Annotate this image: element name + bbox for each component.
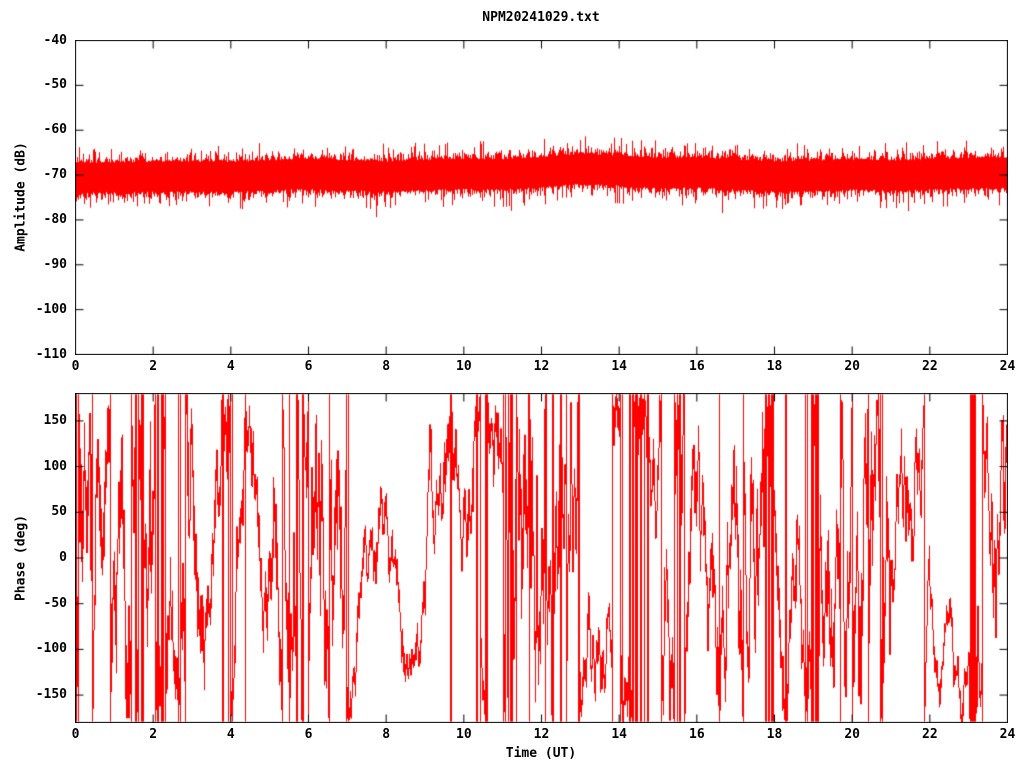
amplitude-plot-canvas <box>75 40 1008 355</box>
phase-x-tick-label: 10 <box>456 727 472 742</box>
amplitude-x-tick-label: 0 <box>71 359 80 374</box>
phase-x-tick-label: 12 <box>533 727 550 742</box>
amplitude-x-tick-label: 2 <box>149 359 158 374</box>
phase-y-tick-label: -50 <box>43 595 67 611</box>
amplitude-y-axis-label: Amplitude (dB) <box>13 142 29 252</box>
phase-x-tick-label: 2 <box>149 727 158 742</box>
phase-x-tick-label: 0 <box>71 727 80 742</box>
amplitude-x-tick-label: 8 <box>382 359 391 374</box>
chart-title: NPM20241029.txt <box>482 10 600 25</box>
amplitude-x-tick-label: 24 <box>999 359 1016 374</box>
phase-y-tick-label: 50 <box>51 504 67 520</box>
time-axis-label: Time (UT) <box>505 746 577 761</box>
amplitude-y-tick-label: -90 <box>43 256 67 272</box>
amplitude-y-tick-label: -60 <box>43 122 67 138</box>
phase-y-tick-label: 100 <box>43 458 67 474</box>
phase-x-tick-label: 4 <box>226 727 235 742</box>
amplitude-x-tick-label: 4 <box>226 359 235 374</box>
amplitude-x-tick-label: 22 <box>922 359 938 374</box>
phase-y-tick-label: -150 <box>35 687 67 703</box>
amplitude-y-tick-label: -40 <box>43 32 67 48</box>
phase-x-tick-label: 22 <box>922 727 938 742</box>
phase-x-tick-label: 8 <box>382 727 391 742</box>
phase-x-tick-label: 16 <box>689 727 705 742</box>
amplitude-y-tick-label: -70 <box>43 167 67 183</box>
phase-x-tick-label: 24 <box>999 727 1016 742</box>
phase-x-tick-label: 18 <box>766 727 783 742</box>
phase-y-tick-label: 150 <box>43 412 67 428</box>
phase-y-tick-label: -100 <box>35 641 67 657</box>
amplitude-y-tick-label: -110 <box>35 346 67 362</box>
phase-plot-canvas <box>75 393 1008 723</box>
phase-y-tick-label: 0 <box>59 550 67 565</box>
phase-x-tick-label: 20 <box>844 727 860 742</box>
amplitude-x-tick-label: 18 <box>766 359 783 374</box>
phase-x-tick-label: 14 <box>611 727 627 742</box>
phase-x-tick-label: 6 <box>304 727 313 742</box>
amplitude-x-tick-label: 10 <box>456 359 472 374</box>
amplitude-y-tick-label: -50 <box>43 77 67 93</box>
amplitude-x-tick-label: 20 <box>844 359 860 374</box>
amplitude-x-tick-label: 12 <box>533 359 550 374</box>
amplitude-x-tick-label: 16 <box>689 359 705 374</box>
amplitude-x-tick-label: 14 <box>611 359 627 374</box>
amplitude-y-tick-label: -100 <box>35 301 67 317</box>
amplitude-x-tick-label: 6 <box>304 359 313 374</box>
amplitude-y-tick-label: -80 <box>43 211 67 227</box>
